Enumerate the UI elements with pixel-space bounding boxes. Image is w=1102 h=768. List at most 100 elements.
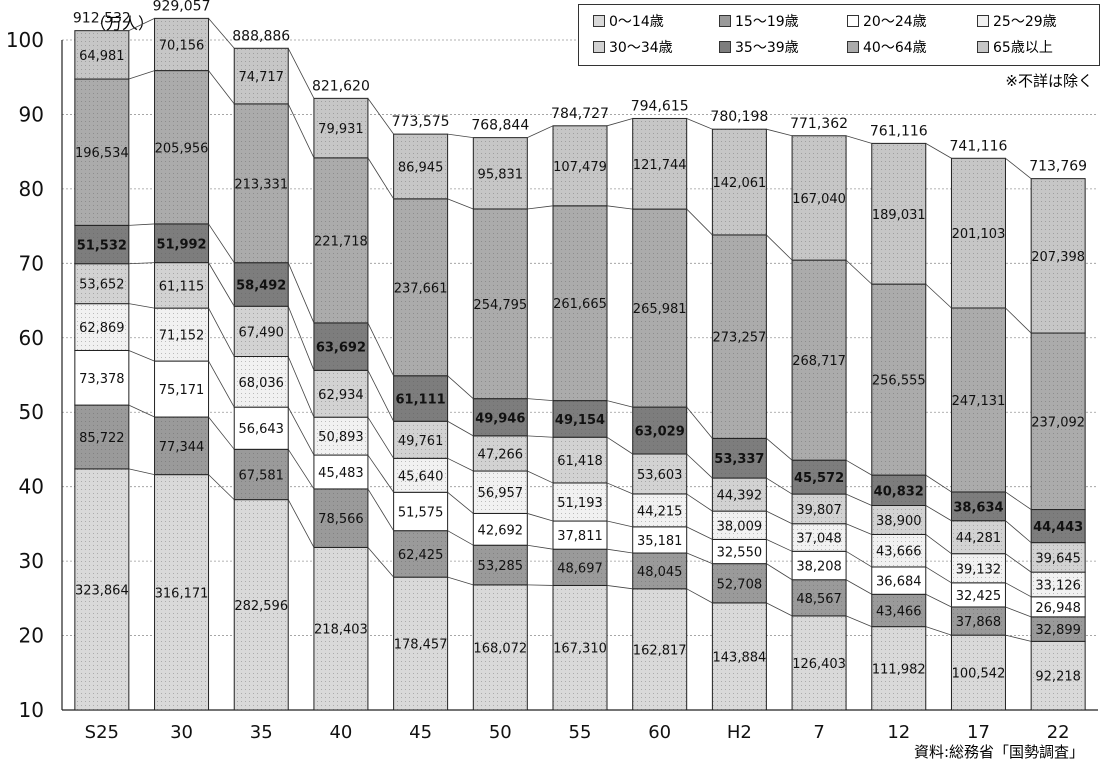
total-label: 821,620 — [312, 78, 370, 94]
connector-line — [527, 513, 554, 522]
total-label: 794,615 — [631, 98, 689, 114]
data-label: 63,692 — [316, 341, 366, 356]
connector-line — [208, 262, 235, 307]
legend-entry: 0～14歳 — [593, 11, 664, 31]
connector-line — [128, 262, 155, 265]
data-label: 44,392 — [717, 489, 763, 504]
bar-segment — [393, 375, 449, 422]
data-label: 56,643 — [238, 422, 284, 437]
bar-segment — [552, 482, 608, 522]
bar-segment — [154, 17, 210, 72]
data-label: 51,575 — [398, 505, 444, 520]
data-label: 75,171 — [159, 383, 205, 398]
data-label: 26,948 — [1035, 601, 1081, 616]
bar-segment — [1030, 616, 1086, 642]
data-label: 40,832 — [874, 484, 924, 499]
legend-label: 30～34歳 — [609, 40, 673, 56]
data-label: 36,684 — [876, 575, 922, 590]
bar-segment — [632, 453, 688, 495]
data-label: 92,218 — [1035, 670, 1081, 685]
connector-line — [527, 435, 554, 438]
bar-segment — [393, 457, 449, 493]
legend-note: ※不詳は除く — [1005, 72, 1093, 90]
data-label: 45,640 — [398, 469, 444, 484]
legend-entry: 30～34歳 — [593, 37, 673, 57]
data-label: 67,581 — [238, 468, 284, 483]
connector-line — [686, 526, 713, 540]
data-label: 44,281 — [956, 531, 1002, 546]
bar-segment — [1030, 542, 1086, 573]
connector-line — [606, 520, 633, 528]
y-tick-label: 10 — [19, 698, 44, 722]
connector-line — [208, 18, 235, 49]
data-label: 48,045 — [637, 565, 683, 580]
connector-line — [606, 548, 633, 554]
connector-line — [447, 530, 474, 546]
bar-segment — [711, 538, 767, 565]
connector-line — [766, 477, 793, 495]
data-label: 167,040 — [792, 192, 846, 207]
data-label: 74,717 — [238, 70, 284, 85]
connector-line — [447, 198, 474, 210]
data-label: 50,893 — [318, 430, 364, 445]
connector-line — [606, 118, 633, 127]
connector-line — [208, 70, 235, 105]
total-label: 713,769 — [1029, 159, 1087, 175]
legend-entry: 35～39歳 — [719, 37, 799, 57]
connector-line — [1005, 606, 1032, 618]
bar-segment — [233, 47, 289, 105]
data-label: 63,029 — [635, 425, 685, 440]
x-tick-label: H2 — [727, 722, 752, 743]
connector-line — [128, 468, 155, 476]
legend-swatch — [977, 41, 989, 53]
connector-line — [367, 322, 394, 376]
bar-segment — [632, 588, 688, 711]
y-tick-label: 100 — [6, 28, 44, 52]
data-label: 218,403 — [314, 623, 368, 638]
connector-line — [527, 125, 554, 139]
bar-segment — [1030, 571, 1086, 598]
connector-line — [845, 579, 872, 595]
data-label: 32,899 — [1035, 623, 1081, 638]
x-tick-label: S25 — [85, 722, 119, 743]
bar-segment — [313, 322, 369, 371]
data-label: 32,425 — [956, 589, 1002, 604]
connector-line — [208, 474, 235, 500]
data-label: 37,048 — [796, 532, 842, 547]
bar-segment — [552, 548, 608, 586]
data-label: 61,111 — [396, 393, 446, 408]
connector-line — [1005, 520, 1032, 543]
data-label: 62,425 — [398, 548, 444, 563]
connector-line — [128, 18, 155, 32]
bar-segment — [791, 259, 847, 461]
data-label: 33,126 — [1035, 578, 1081, 593]
bar-segment — [791, 550, 847, 581]
connector-line — [686, 493, 713, 512]
bar-segment — [632, 552, 688, 590]
bar-segment — [313, 157, 369, 324]
bar-segment — [711, 234, 767, 439]
y-tick-label: 50 — [19, 400, 44, 424]
total-label: 912,532 — [73, 11, 131, 27]
data-label: 71,152 — [159, 329, 205, 344]
bar-segment — [154, 223, 210, 264]
legend-swatch — [593, 41, 605, 53]
legend-entry: 40～64歳 — [847, 37, 927, 57]
total-label: 929,057 — [153, 0, 211, 14]
legend-swatch — [847, 15, 859, 27]
legend-swatch — [719, 15, 731, 27]
connector-line — [1005, 157, 1032, 179]
bar-segment — [552, 400, 608, 438]
bar-segment — [154, 474, 210, 711]
connector-line — [208, 307, 235, 357]
bar-segment — [871, 626, 927, 711]
connector-line — [128, 223, 155, 226]
bar-segment — [950, 307, 1006, 493]
data-label: 323,864 — [75, 583, 129, 598]
x-tick-label: 40 — [329, 722, 352, 743]
connector-line — [527, 470, 554, 484]
legend-swatch — [977, 15, 989, 27]
y-tick-label: 80 — [19, 177, 44, 201]
bar-segment — [871, 505, 927, 535]
bar-segment — [472, 544, 528, 586]
